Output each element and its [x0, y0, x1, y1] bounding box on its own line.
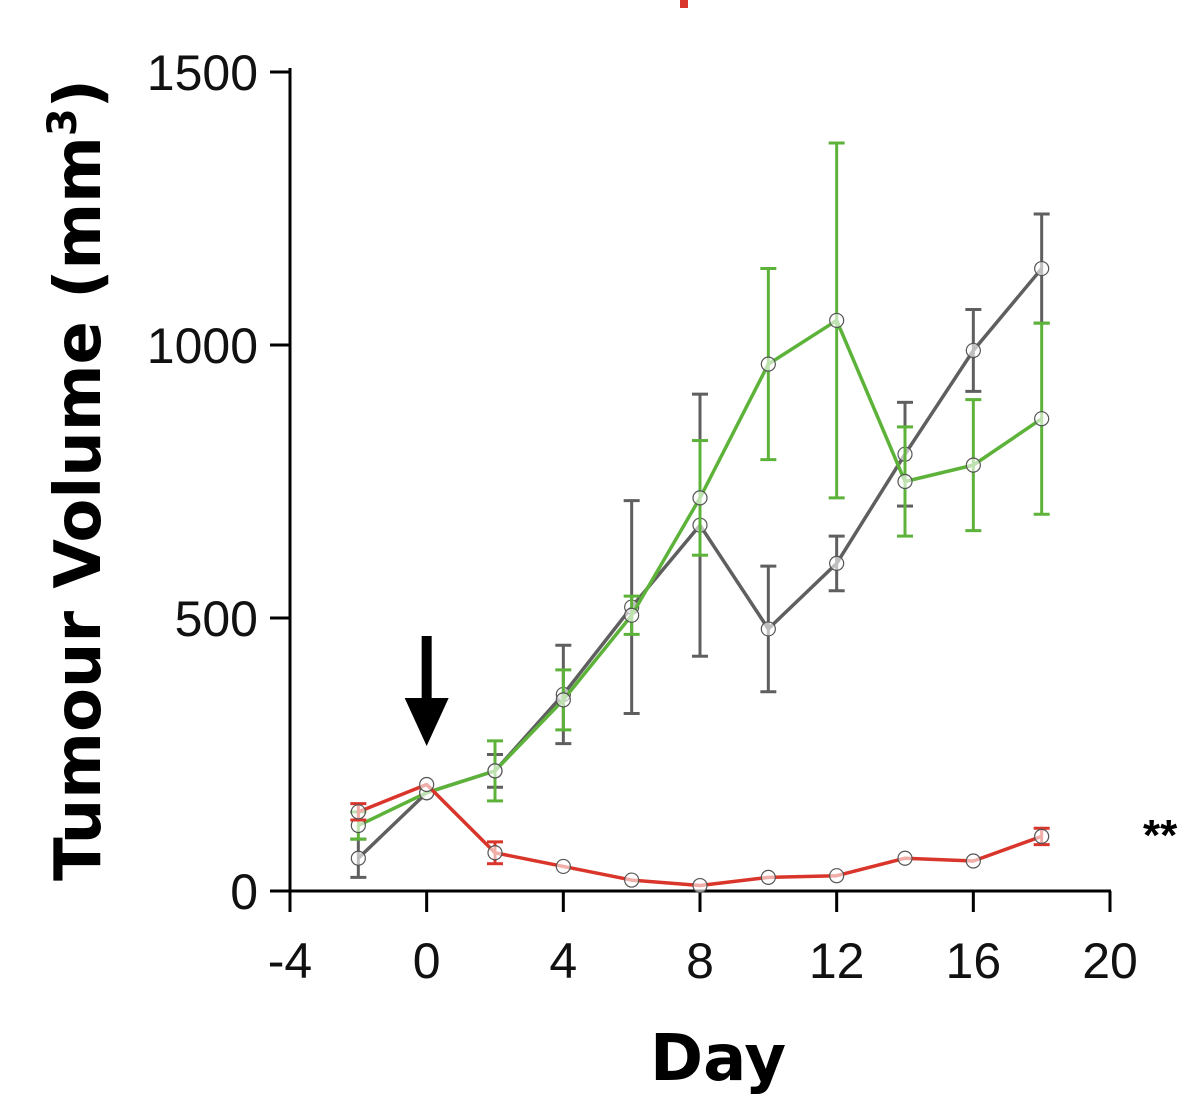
data-point-green — [555, 692, 571, 708]
data-point-gray — [350, 850, 366, 866]
data-point-red — [965, 853, 981, 869]
data-point-gray — [1034, 260, 1050, 277]
y-tick-label: 1500 — [147, 45, 258, 101]
y-ticks: 0 500 1000 1500 — [147, 45, 290, 920]
y-tick-label: 0 — [230, 864, 258, 920]
data-point-red — [350, 804, 366, 820]
significance-annotation: ** — [1143, 811, 1178, 860]
x-tick-label: -4 — [268, 933, 312, 989]
data-point-gray — [829, 555, 845, 572]
data-point-red — [760, 869, 776, 885]
x-tick-label: 12 — [809, 933, 865, 989]
x-tick-label: 8 — [686, 933, 714, 989]
data-point-red — [624, 872, 640, 888]
x-ticks: -4 0 4 8 12 16 20 — [268, 891, 1138, 989]
data-point-green — [760, 356, 776, 372]
data-point-green — [692, 490, 708, 506]
data-point-gray — [760, 621, 776, 637]
y-tick-label: 1000 — [147, 318, 258, 374]
data-point-red — [555, 858, 571, 875]
y-tick-label: 500 — [175, 591, 258, 647]
data-point-green — [1034, 411, 1050, 427]
x-axis-title: Day — [650, 1022, 786, 1096]
data-point-green — [829, 312, 845, 329]
data-point-green — [965, 457, 981, 473]
data-point-red — [897, 850, 913, 866]
data-point-green — [487, 763, 503, 779]
x-tick-label: 0 — [413, 933, 441, 989]
x-tick-label: 20 — [1082, 933, 1138, 989]
data-point-green — [624, 607, 640, 623]
y-axis-title-close: ) — [42, 79, 116, 108]
data-point-red — [1034, 828, 1050, 845]
data-point-red — [419, 776, 435, 793]
data-point-gray — [965, 342, 981, 359]
series-red — [350, 776, 1050, 894]
data-point-green — [897, 473, 913, 490]
data-point-red — [829, 868, 845, 884]
x-tick-label: 4 — [549, 933, 577, 989]
arrow-head — [404, 698, 449, 746]
series-green — [350, 141, 1050, 841]
cropped-title-mark — [680, 0, 688, 8]
x-tick-label: 16 — [946, 933, 1002, 989]
y-axis-title-main: Tumour Volume (mm — [42, 136, 116, 881]
plot-area — [350, 141, 1050, 894]
data-point-red — [487, 845, 503, 861]
y-axis-title: Tumour Volume (mm3) — [40, 79, 116, 881]
series-line-red — [357, 782, 1043, 888]
y-axis-title-superscript: 3 — [40, 108, 86, 136]
treatment-arrow — [404, 636, 449, 746]
data-point-red — [692, 877, 708, 894]
